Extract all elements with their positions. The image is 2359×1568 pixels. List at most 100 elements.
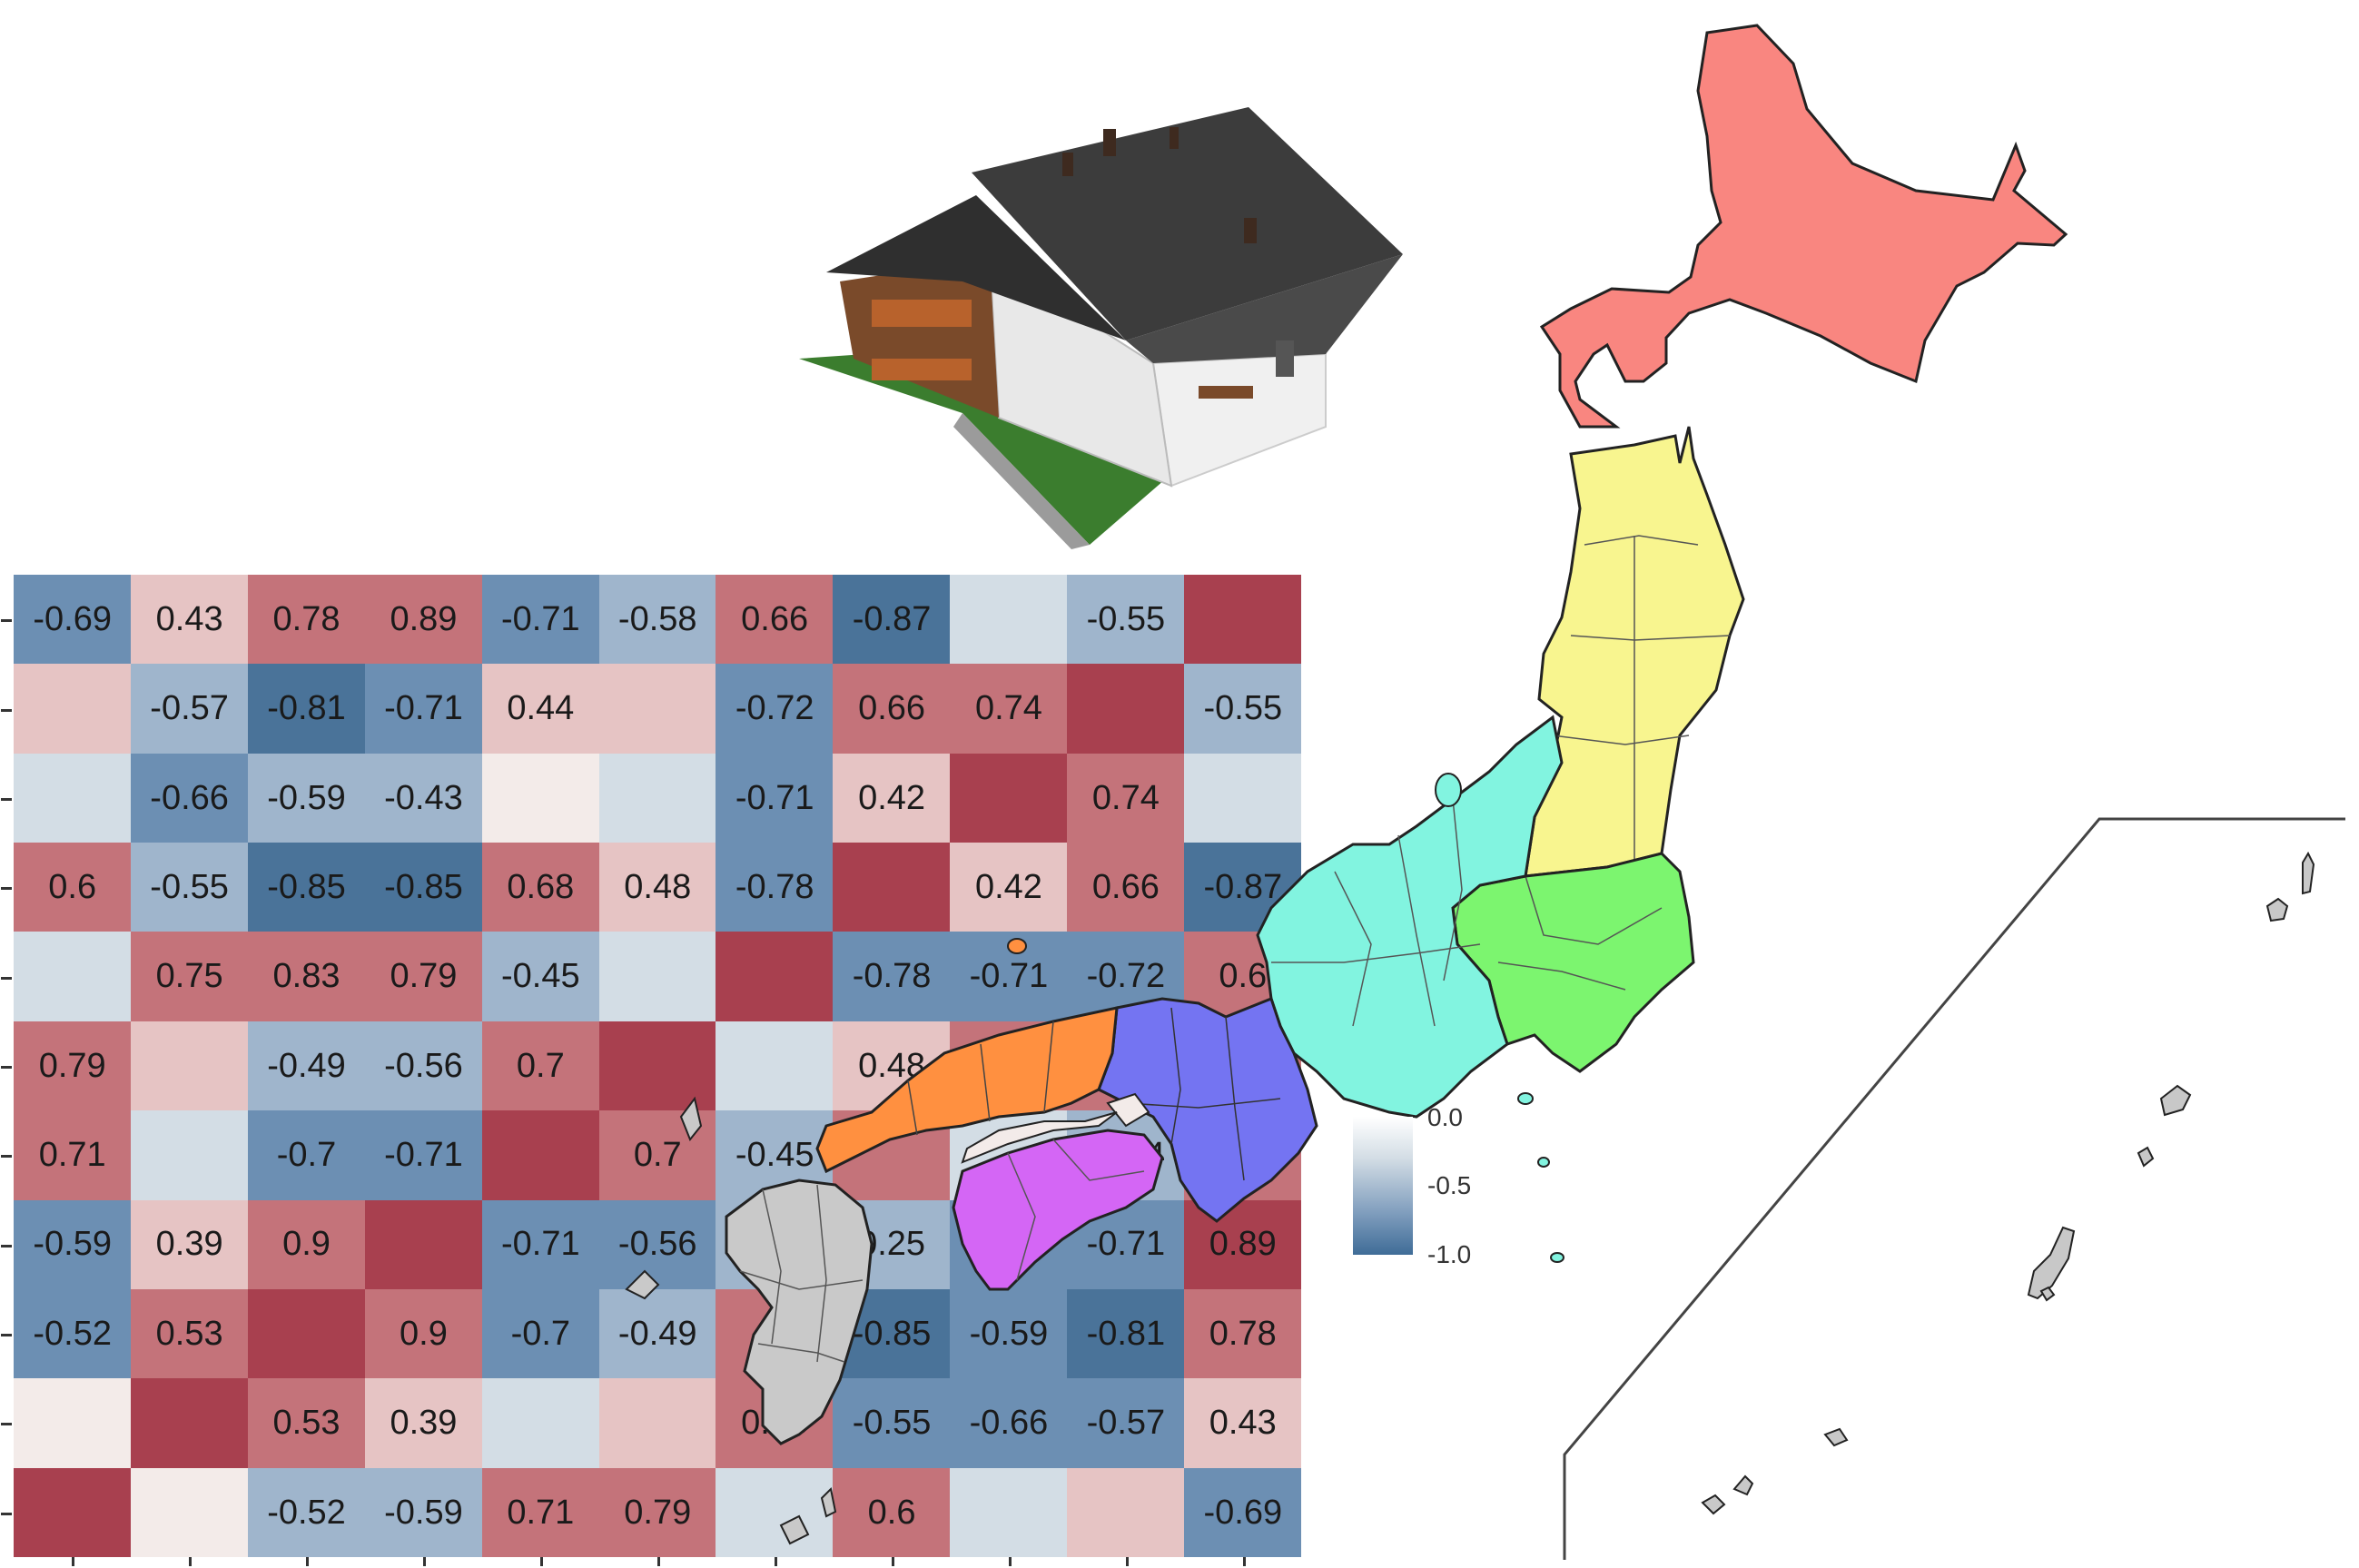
heatmap-cell: 0.66 xyxy=(1067,843,1185,932)
correlation-heatmap: -0.69 0.43 0.78 0.89 -0.71 -0.58 0.66 -0.87 -0.5… xyxy=(1,575,1302,1566)
heatmap-cell: 0.75 xyxy=(130,932,249,1022)
heatmap-cell: -0.59 xyxy=(14,1199,132,1290)
y-axis-tick xyxy=(1,1155,12,1159)
heatmap-cell: 0.79 xyxy=(598,1467,716,1558)
heatmap-cell: 0.78 xyxy=(247,575,366,665)
heatmap-cell: -0.43 xyxy=(364,753,483,843)
y-axis-tick xyxy=(1,708,12,712)
heatmap-cell xyxy=(716,932,834,1022)
chubu-region xyxy=(1256,715,1564,1119)
heatmap-cell: 0.74 xyxy=(1067,753,1185,843)
heatmap-cell: -0.57 xyxy=(130,664,249,754)
heatmap-cell: -0.56 xyxy=(364,1021,483,1111)
heatmap-cell: -0.81 xyxy=(1067,1288,1185,1379)
x-axis-tick xyxy=(306,1557,310,1566)
heatmap-cell: -0.71 xyxy=(716,753,834,843)
y-axis-tick xyxy=(1,797,12,801)
heatmap-cell: -0.49 xyxy=(247,1021,366,1111)
x-axis-tick xyxy=(774,1557,777,1566)
heatmap-cell xyxy=(130,1110,249,1201)
y-axis-tick xyxy=(1,1334,12,1337)
y-axis-tick xyxy=(1,1066,12,1069)
heatmap-cell xyxy=(598,932,716,1022)
heatmap-cell: -0.71 xyxy=(364,664,483,754)
heatmap-cell xyxy=(716,1288,834,1379)
heatmap-cell: -0.72 xyxy=(1067,932,1185,1022)
legend-label-2: -1.0 xyxy=(1427,1240,1472,1268)
heatmap-cell: 0.89 xyxy=(1184,1199,1302,1290)
heatmap-cell: 0.25 xyxy=(833,1199,951,1290)
heatmap-cell: -0.69 xyxy=(14,575,132,665)
x-axis-tick xyxy=(891,1557,894,1566)
heatmap-cell xyxy=(950,575,1068,665)
heatmap-cell: -0.55 xyxy=(130,843,249,932)
heatmap-cell: -0.52 xyxy=(14,1288,132,1379)
heatmap-cell: 0.43 xyxy=(950,1199,1068,1290)
heatmap-cell xyxy=(481,753,600,843)
heatmap-cell xyxy=(1067,1021,1185,1111)
heatmap-cell: 0.48 xyxy=(598,843,716,932)
heatmap-cell: -0.71 xyxy=(481,1199,600,1290)
x-axis-tick xyxy=(540,1557,544,1566)
x-axis-tick xyxy=(1125,1557,1129,1566)
heatmap-cell xyxy=(716,1021,834,1111)
heatmap-cell: 0.42 xyxy=(950,843,1068,932)
heatmap-cell: -0.72 xyxy=(716,664,834,754)
heatmap-cell xyxy=(130,1467,249,1558)
heatmap-cell: 0.74 xyxy=(950,664,1068,754)
heatmap-cell: -0.59 xyxy=(247,753,366,843)
heatmap-cell: -0.45 xyxy=(716,1110,834,1201)
heatmap-cell: -0.85 xyxy=(364,843,483,932)
heatmap-cell: -0.7 xyxy=(481,1288,600,1379)
x-axis-tick xyxy=(1008,1557,1012,1566)
heatmap-cell: 0.6 xyxy=(1184,932,1302,1022)
heatmap-cell: -0.66 xyxy=(950,1378,1068,1469)
heatmap-cell: -0.78 xyxy=(833,932,951,1022)
heatmap-cell: 0.43 xyxy=(130,575,249,665)
heatmap-cell: -0.7 xyxy=(247,1110,366,1201)
y-axis-tick xyxy=(1,887,12,891)
okinawa-inset-frame xyxy=(1563,817,2345,1560)
heatmap-cell: -0.56 xyxy=(598,1199,716,1290)
heatmap-cell: 0.39 xyxy=(130,1199,249,1290)
heatmap-cell xyxy=(598,753,716,843)
heatmap-cell: -0.66 xyxy=(130,753,249,843)
heatmap-cell: -0.78 xyxy=(716,843,834,932)
color-scale-legend xyxy=(1353,1117,1413,1255)
y-axis-tick xyxy=(1,976,12,980)
y-axis-tick xyxy=(1,619,12,623)
heatmap-cell xyxy=(598,1021,716,1111)
heatmap-cell xyxy=(14,753,132,843)
y-axis-tick xyxy=(1,1244,12,1247)
heatmap-cell: -0.55 xyxy=(833,1378,951,1469)
heatmap-cell: -0.58 xyxy=(598,575,716,665)
heatmap-cell: 0.43 xyxy=(1184,1378,1302,1469)
heatmap-cell: -0.49 xyxy=(598,1288,716,1379)
heatmap-cell xyxy=(14,664,132,754)
heatmap-cell xyxy=(950,753,1068,843)
heatmap-cell xyxy=(130,1021,249,1111)
color-scale-bar xyxy=(1353,1117,1413,1255)
heatmap-cell xyxy=(247,1288,366,1379)
heatmap-cell: -0.71 xyxy=(1067,1199,1185,1290)
heatmap-cell: -0.52 xyxy=(247,1467,366,1558)
heatmap-cell: 0.66 xyxy=(716,575,834,665)
heatmap-cell xyxy=(130,1378,249,1469)
heatmap-cell xyxy=(598,1378,716,1469)
heatmap-cell: 0.79 xyxy=(364,932,483,1022)
heatmap-cell: -0.87 xyxy=(833,575,951,665)
heatmap-cell: 0.78 xyxy=(1184,1288,1302,1379)
heatmap-cell xyxy=(481,1110,600,1201)
heatmap-cell: -0.57 xyxy=(1067,1378,1185,1469)
x-axis-tick xyxy=(1242,1557,1246,1566)
okinawa-islands xyxy=(1701,851,2315,1515)
legend-label-1: -0.5 xyxy=(1427,1171,1472,1199)
heatmap-cell: 0.53 xyxy=(130,1288,249,1379)
heatmap-cell: -0.85 xyxy=(833,1288,951,1379)
heatmap-cell: 0.71 xyxy=(1184,1110,1302,1201)
legend-label-0: 0.0 xyxy=(1427,1103,1463,1131)
y-axis-tick xyxy=(1,1423,12,1426)
heatmap-cell xyxy=(364,1199,483,1290)
heatmap-cell xyxy=(950,1021,1068,1111)
heatmap-cell xyxy=(481,1378,600,1469)
